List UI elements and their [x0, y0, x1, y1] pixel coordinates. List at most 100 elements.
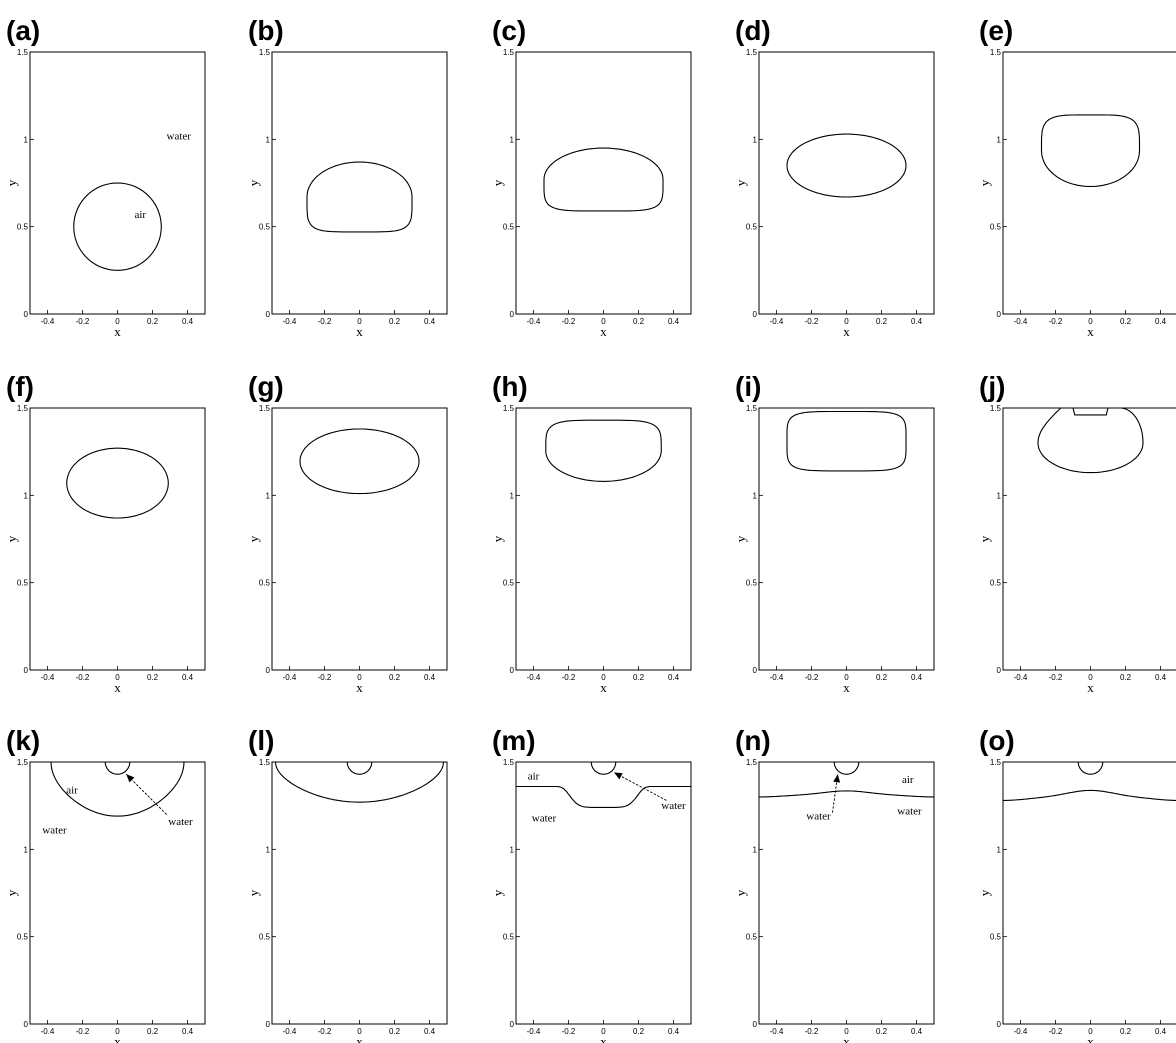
x-axis-label: x [843, 324, 850, 339]
y-tick-label: 0.5 [746, 223, 758, 232]
panel-l: (l) -0.4 -0.2 0 0.2 0.4 0 0.5 1 1.5 x y [246, 725, 448, 1043]
y-tick-label: 0 [753, 666, 758, 675]
x-tick-label: -0.2 [318, 673, 332, 682]
y-tick-label: 0 [510, 666, 515, 675]
interface-curve [545, 419, 662, 482]
plot-frame [515, 407, 692, 671]
x-tick-label: 0.4 [424, 673, 436, 682]
plot-frame [271, 407, 448, 671]
annotation-label: air [66, 784, 78, 796]
x-tick-label: -0.4 [770, 1027, 784, 1036]
annotation-label: air [528, 770, 540, 782]
x-tick-label: -0.4 [283, 317, 297, 326]
panel-label: (n) [735, 725, 771, 756]
y-tick-label: 0.5 [259, 933, 271, 942]
droplet-curve [1072, 407, 1109, 416]
x-tick-label: 0.4 [668, 1027, 680, 1036]
y-tick-label: 1 [753, 845, 758, 854]
y-axis-label: y [4, 179, 19, 186]
y-tick-label: 0 [753, 1020, 758, 1029]
annotation-label: water [661, 800, 686, 812]
droplet-curve [104, 761, 131, 775]
panel-j: (j) -0.4 -0.2 0 0.2 0.4 0 0.5 1 1.5 x y [977, 371, 1176, 695]
plot-frame [758, 407, 935, 671]
plot-frame [29, 407, 206, 671]
y-tick-label: 0.5 [503, 933, 515, 942]
y-axis-label: y [977, 889, 992, 896]
x-tick-label: 0 [1088, 317, 1093, 326]
y-tick-label: 1 [753, 491, 758, 500]
panel-o: (o) -0.4 -0.2 0 0.2 0.4 0 0.5 1 1.5 x y [977, 725, 1176, 1043]
x-tick-label: 0.4 [1155, 317, 1167, 326]
panel-label: (g) [248, 371, 284, 402]
x-tick-label: -0.4 [41, 673, 55, 682]
y-axis-label: y [4, 535, 19, 542]
x-tick-label: 0.2 [1120, 1027, 1132, 1036]
x-tick-label: 0 [601, 317, 606, 326]
arrow-head [614, 772, 623, 780]
plot-frame [1002, 51, 1176, 315]
panel-m: (m) -0.4 -0.2 0 0.2 0.4 0 0.5 1 1.5 x y air water wate… [490, 725, 692, 1043]
y-tick-label: 1.5 [990, 404, 1002, 413]
interface-curve [516, 785, 691, 808]
x-tick-label: 0 [357, 1027, 362, 1036]
y-axis-label: y [4, 889, 19, 896]
interface-curve [73, 182, 162, 271]
panel-label: (e) [979, 15, 1013, 46]
y-axis-label: y [246, 889, 261, 896]
x-tick-label: 0.2 [389, 673, 401, 682]
panel-label: (j) [979, 371, 1005, 402]
annotation-label: water [167, 130, 192, 142]
x-tick-label: -0.2 [318, 1027, 332, 1036]
x-axis-label: x [356, 680, 363, 695]
x-tick-label: -0.4 [770, 673, 784, 682]
x-tick-label: 0.2 [1120, 317, 1132, 326]
plot-frame [271, 761, 448, 1025]
x-tick-label: -0.4 [41, 1027, 55, 1036]
interface-curve [786, 133, 907, 198]
x-tick-label: 0 [601, 1027, 606, 1036]
annotation-label: water [897, 805, 922, 817]
arrow-head [126, 774, 135, 783]
y-tick-label: 1 [510, 491, 515, 500]
x-tick-label: -0.4 [527, 673, 541, 682]
x-tick-label: 0 [115, 1027, 120, 1036]
x-tick-label: 0.2 [147, 673, 159, 682]
panel-label: (m) [492, 725, 536, 756]
x-tick-label: 0.4 [668, 317, 680, 326]
panel-i: (i) -0.4 -0.2 0 0.2 0.4 0 0.5 1 1.5 x y [733, 371, 935, 695]
y-axis-label: y [733, 535, 748, 542]
y-axis-label: y [490, 179, 505, 186]
x-tick-label: 0 [844, 317, 849, 326]
y-tick-label: 0 [997, 310, 1002, 319]
panel-label: (d) [735, 15, 771, 46]
panel-label: (i) [735, 371, 761, 402]
annotation-label: air [134, 209, 146, 221]
x-tick-label: 0.2 [147, 317, 159, 326]
panel-g: (g) -0.4 -0.2 0 0.2 0.4 0 0.5 1 1.5 x y [246, 371, 448, 695]
y-tick-label: 0 [510, 310, 515, 319]
y-tick-label: 0.5 [503, 223, 515, 232]
y-tick-label: 0.5 [17, 579, 29, 588]
y-tick-label: 0 [24, 1020, 29, 1029]
droplet-curve [346, 761, 373, 775]
x-tick-label: -0.4 [41, 317, 55, 326]
interface-curve [1040, 114, 1141, 188]
x-tick-label: 0.2 [633, 317, 645, 326]
y-tick-label: 0 [266, 666, 271, 675]
x-tick-label: 0.2 [1120, 673, 1132, 682]
panel-k: (k) -0.4 -0.2 0 0.2 0.4 0 0.5 1 1.5 x y air water wate… [4, 725, 206, 1043]
x-tick-label: -0.2 [562, 317, 576, 326]
y-tick-label: 1.5 [990, 758, 1002, 767]
y-tick-label: 1 [266, 135, 271, 144]
x-tick-label: 0 [844, 673, 849, 682]
y-tick-label: 1 [24, 845, 29, 854]
y-tick-label: 0 [997, 1020, 1002, 1029]
interface-curve [786, 410, 907, 472]
x-tick-label: 0 [1088, 673, 1093, 682]
y-tick-label: 0.5 [259, 223, 271, 232]
x-tick-label: 0.4 [1155, 673, 1167, 682]
x-tick-label: -0.2 [805, 673, 819, 682]
y-tick-label: 1 [510, 845, 515, 854]
